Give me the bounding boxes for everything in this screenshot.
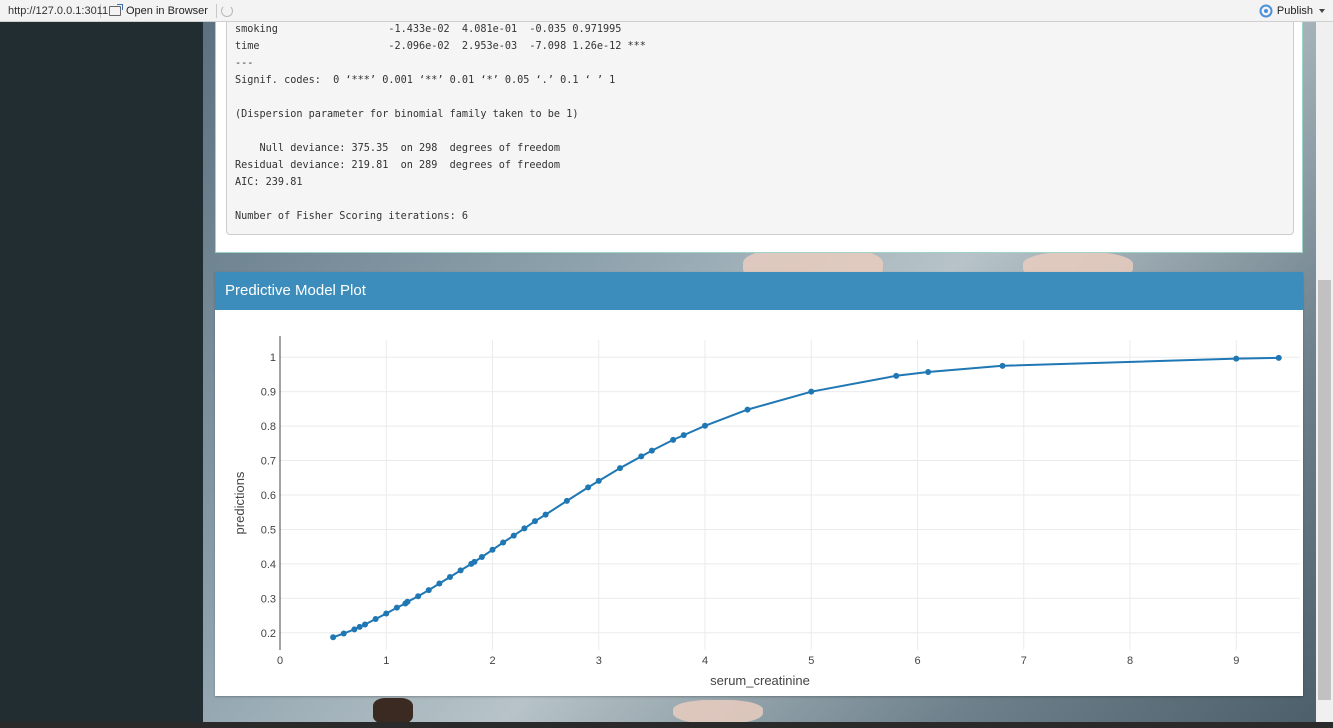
x-tick-label: 6 [914, 655, 920, 667]
data-point[interactable] [457, 567, 464, 574]
data-point[interactable] [478, 554, 485, 560]
summary-line: --- [235, 58, 254, 69]
data-point[interactable] [447, 573, 453, 580]
data-point[interactable] [436, 580, 443, 587]
x-tick-label: 1 [383, 655, 389, 667]
data-point[interactable] [372, 616, 379, 622]
y-tick-label: 0.9 [261, 387, 276, 399]
grid-layer [280, 340, 1300, 650]
data-point[interactable] [351, 626, 358, 633]
window-bottom-edge [0, 722, 1333, 728]
background-image-detail [373, 698, 413, 722]
data-point[interactable] [638, 453, 645, 460]
data-point[interactable] [330, 634, 337, 641]
tick-layer: 0 1 2 3 4 5 6 7 8 9 0.2 0.3 0.4 0.5 0.6 0.7 0.8 0.9 1 [261, 352, 1240, 667]
data-point[interactable] [500, 539, 507, 546]
data-point[interactable] [425, 587, 432, 594]
refresh-icon[interactable] [220, 4, 233, 17]
data-point[interactable] [404, 598, 411, 605]
data-point[interactable] [393, 604, 400, 611]
data-point[interactable] [680, 432, 687, 439]
points-layer [330, 354, 1282, 641]
data-point[interactable] [585, 484, 592, 491]
data-point[interactable] [521, 525, 528, 532]
data-point[interactable] [510, 532, 517, 539]
summary-line: time -2.096e-02 2.953e-03 -7.098 1.26e-1… [235, 41, 646, 52]
data-point[interactable] [702, 422, 708, 429]
data-point[interactable] [489, 546, 496, 553]
data-point[interactable] [542, 511, 549, 518]
data-point[interactable] [471, 558, 478, 565]
data-point[interactable] [999, 362, 1006, 369]
y-tick-label: 0.3 [261, 593, 276, 605]
data-point[interactable] [362, 621, 368, 628]
summary-line: AIC: 239.81 [235, 177, 303, 188]
x-tick-label: 9 [1233, 655, 1239, 667]
vertical-scrollbar[interactable] [1316, 22, 1333, 722]
data-point[interactable] [340, 630, 347, 637]
open-in-browser-button[interactable]: Open in Browser [109, 2, 208, 20]
toolbar-divider [215, 3, 217, 18]
summary-line: smoking -1.433e-02 4.081e-01 -0.035 0.97… [235, 24, 622, 35]
data-point[interactable] [1233, 355, 1240, 362]
y-axis-title: predictions [232, 471, 247, 534]
scrollbar-thumb[interactable] [1318, 280, 1331, 700]
x-tick-label: 8 [1127, 655, 1133, 667]
model-summary-box: smoking -1.433e-02 4.081e-01 -0.035 0.97… [215, 22, 1303, 253]
y-tick-label: 1 [270, 352, 276, 364]
summary-line: Signif. codes: 0 ‘***’ 0.001 ‘**’ 0.01 ‘… [235, 75, 616, 86]
summary-line: Number of Fisher Scoring iterations: 6 [235, 211, 469, 222]
background-image-detail [673, 700, 763, 722]
x-tick-label: 2 [489, 655, 495, 667]
viewer-toolbar: http://127.0.0.1:3011 Open in Browser Pu… [0, 0, 1333, 22]
data-point[interactable] [893, 372, 900, 379]
url-label: http://127.0.0.1:3011 [0, 3, 108, 18]
summary-line: (Dispersion parameter for binomial famil… [235, 109, 579, 120]
summary-line: Null deviance: 375.35 on 298 degrees of … [235, 143, 561, 154]
sidebar [0, 22, 203, 728]
data-point[interactable] [415, 593, 422, 600]
prediction-line-chart[interactable]: 0 1 2 3 4 5 6 7 8 9 0.2 0.3 0.4 0.5 0.6 0.7 0.8 0.9 1 seru… [215, 310, 1303, 696]
data-point[interactable] [925, 369, 932, 376]
data-point[interactable] [383, 610, 390, 617]
x-axis-title: serum_creatinine [710, 673, 810, 688]
data-point[interactable] [744, 406, 751, 413]
y-tick-label: 0.6 [261, 490, 276, 502]
data-point[interactable] [563, 497, 570, 504]
data-point[interactable] [648, 447, 655, 454]
data-point[interactable] [1275, 354, 1282, 361]
x-tick-label: 3 [596, 655, 602, 667]
data-point[interactable] [670, 436, 677, 443]
publish-label: Publish [1276, 5, 1313, 17]
data-point[interactable] [595, 477, 602, 484]
x-tick-label: 0 [277, 655, 283, 667]
y-tick-label: 0.7 [261, 456, 276, 468]
summary-line: Residual deviance: 219.81 on 289 degrees… [235, 160, 561, 171]
open-external-icon [109, 3, 123, 16]
x-tick-label: 4 [702, 655, 708, 667]
y-tick-label: 0.2 [261, 628, 276, 640]
model-summary-output: smoking -1.433e-02 4.081e-01 -0.035 0.97… [226, 22, 1294, 235]
predictive-plot-box: Predictive Model Plot 0 1 2 3 4 5 6 7 8 9 0.2 0.3 0.… [215, 272, 1303, 696]
series-line [332, 356, 1279, 639]
open-in-browser-label: Open in Browser [126, 4, 208, 17]
x-tick-label: 7 [1021, 655, 1027, 667]
publish-icon [1259, 4, 1273, 18]
y-tick-label: 0.8 [261, 421, 276, 433]
publish-button[interactable]: Publish [1259, 3, 1325, 19]
data-point[interactable] [808, 388, 815, 395]
data-point[interactable] [617, 465, 623, 472]
chevron-down-icon[interactable] [1319, 9, 1325, 13]
x-tick-label: 5 [808, 655, 814, 667]
data-point[interactable] [532, 518, 538, 525]
box-title: Predictive Model Plot [215, 272, 1303, 310]
y-tick-label: 0.4 [261, 559, 276, 571]
y-tick-label: 0.5 [261, 524, 276, 536]
data-point[interactable] [356, 623, 363, 630]
